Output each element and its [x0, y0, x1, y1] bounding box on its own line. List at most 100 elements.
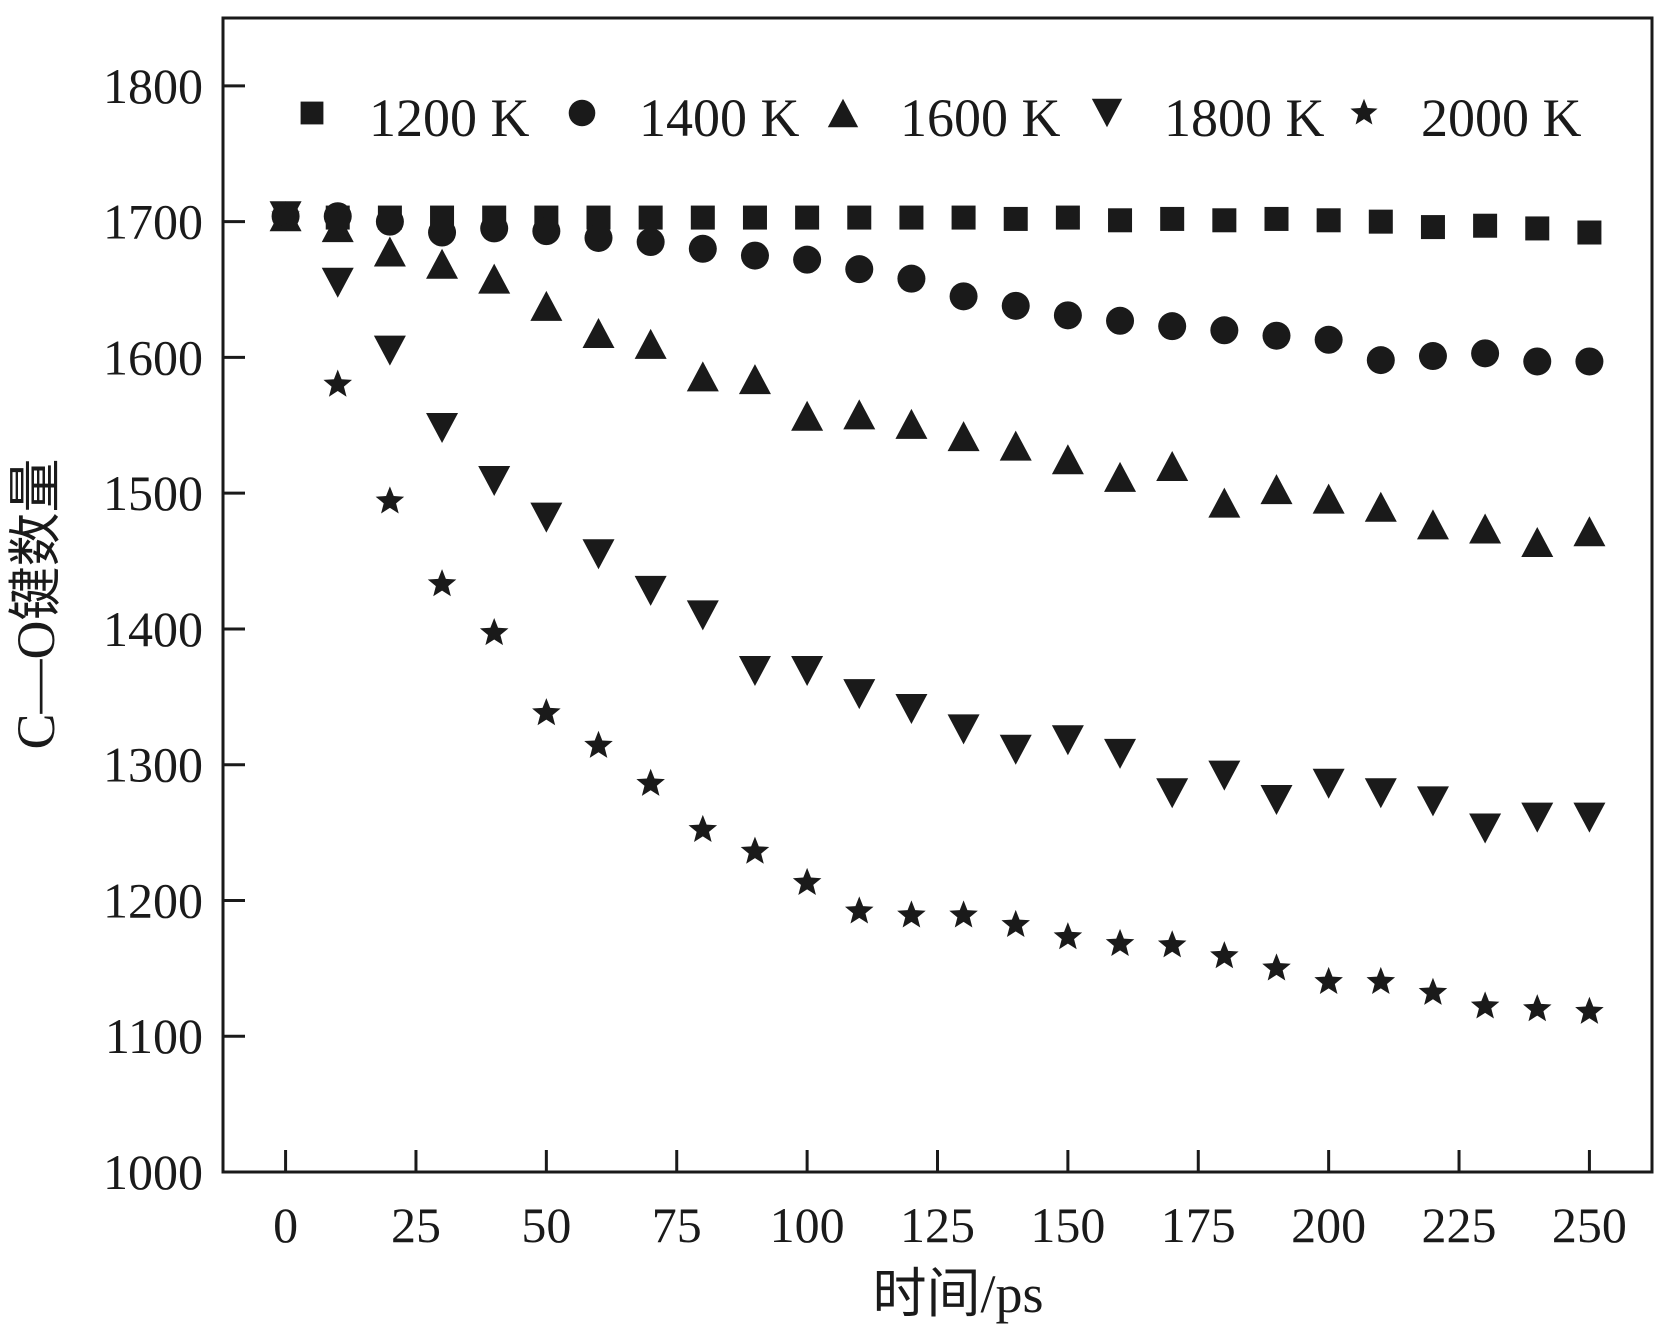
data-point-triangle-down — [1156, 778, 1189, 809]
data-point-circle — [1523, 347, 1552, 376]
legend-label: 1800 K — [1164, 88, 1325, 148]
data-point-star — [427, 569, 457, 597]
data-point-star — [479, 618, 509, 646]
data-point-star — [1262, 953, 1291, 981]
data-point-square — [1577, 220, 1602, 245]
data-point-circle — [1262, 321, 1291, 350]
data-point-star — [1314, 966, 1343, 995]
x-tick-label: 175 — [1161, 1197, 1236, 1253]
data-point-circle — [740, 241, 769, 270]
data-point-triangle-down — [530, 502, 563, 533]
y-tick-label: 1500 — [103, 465, 203, 521]
data-point-triangle-down — [999, 734, 1032, 765]
data-point-star — [1001, 909, 1030, 938]
data-point-square — [899, 205, 924, 230]
legend-marker-circle — [568, 99, 596, 127]
data-point-square — [690, 205, 715, 230]
data-point-circle — [1106, 306, 1135, 335]
data-point-circle — [532, 217, 561, 246]
data-point-square — [1316, 208, 1341, 233]
data-point-triangle-down — [1573, 802, 1606, 833]
data-point-star — [1105, 928, 1135, 957]
data-point-triangle-down — [1521, 802, 1554, 833]
series-1800-k — [269, 201, 1606, 844]
data-point-star — [636, 768, 665, 796]
data-point-triangle-up — [321, 212, 354, 243]
y-tick-label: 1400 — [103, 601, 203, 657]
data-point-star — [1157, 930, 1187, 958]
data-point-triangle-down — [895, 694, 928, 725]
data-point-star — [792, 867, 822, 895]
series-1400-k — [271, 202, 1604, 376]
data-point-square — [1420, 215, 1445, 240]
data-point-star — [897, 900, 926, 928]
data-point-square — [1525, 216, 1550, 241]
data-point-triangle-down — [1260, 785, 1293, 816]
y-tick-label: 1700 — [103, 194, 203, 250]
data-point-star — [1575, 996, 1604, 1024]
data-point-triangle-down — [1469, 813, 1502, 844]
data-point-square — [847, 205, 872, 230]
data-point-square — [1473, 213, 1498, 238]
data-point-star — [1523, 994, 1552, 1022]
data-point-triangle-up — [947, 421, 980, 452]
data-point-triangle-down — [1051, 725, 1084, 756]
data-point-triangle-down — [321, 267, 354, 298]
data-point-triangle-up — [1364, 491, 1397, 522]
data-point-star — [740, 836, 770, 864]
x-tick-label: 25 — [391, 1197, 441, 1253]
data-point-circle — [1575, 347, 1604, 376]
data-point-circle — [480, 214, 509, 243]
x-tick-label: 75 — [652, 1197, 702, 1253]
data-point-triangle-up — [1051, 444, 1084, 475]
y-axis-title: C—O键数量 — [6, 458, 66, 749]
data-point-circle — [1418, 342, 1447, 371]
y-tick-label: 1800 — [103, 58, 203, 114]
y-tick-label: 1100 — [105, 1008, 203, 1064]
data-point-circle — [949, 282, 978, 311]
x-tick-label: 225 — [1422, 1197, 1497, 1253]
data-point-circle — [1314, 325, 1343, 354]
x-axis-title: 时间/ps — [872, 1264, 1043, 1324]
data-point-triangle-up — [1573, 516, 1606, 547]
data-point-star — [375, 486, 405, 514]
data-point-triangle-down — [478, 465, 511, 496]
data-point-star — [323, 369, 352, 397]
data-point-triangle-up — [478, 263, 511, 294]
legend-label: 2000 K — [1421, 88, 1582, 148]
data-point-circle — [688, 234, 717, 263]
legend-marker-square — [300, 101, 324, 125]
data-point-triangle-up — [1260, 474, 1293, 505]
data-series-group — [269, 201, 1606, 1024]
data-point-star — [1366, 966, 1396, 995]
y-tick-label: 1000 — [103, 1144, 203, 1200]
legend: 1200 K 1400 K 1600 K 1800 K 2000 K — [300, 88, 1582, 148]
data-point-triangle-up — [686, 361, 719, 392]
data-point-circle — [1053, 301, 1082, 330]
data-point-triangle-up — [738, 364, 771, 395]
data-point-triangle-down — [1312, 768, 1345, 799]
legend-label: 1600 K — [900, 88, 1061, 148]
data-point-triangle-up — [843, 399, 876, 430]
data-point-square — [742, 205, 767, 230]
data-point-star — [1418, 977, 1448, 1005]
data-point-triangle-down — [1416, 786, 1449, 817]
data-point-star — [584, 730, 613, 758]
x-tick-label: 0 — [273, 1197, 298, 1253]
data-point-triangle-up — [895, 408, 928, 439]
data-point-triangle-up — [1156, 451, 1189, 482]
data-point-square — [795, 205, 820, 230]
data-point-square — [1003, 206, 1028, 231]
data-point-square — [1212, 208, 1237, 233]
data-point-triangle-down — [634, 575, 667, 606]
data-point-triangle-down — [582, 539, 615, 570]
data-point-triangle-down — [738, 656, 771, 687]
series-2000-k — [271, 201, 1604, 1024]
data-point-triangle-up — [791, 400, 824, 431]
x-tick-label: 50 — [521, 1197, 571, 1253]
data-point-triangle-up — [530, 290, 563, 321]
data-point-triangle-down — [843, 679, 876, 710]
data-point-square — [1160, 206, 1185, 231]
